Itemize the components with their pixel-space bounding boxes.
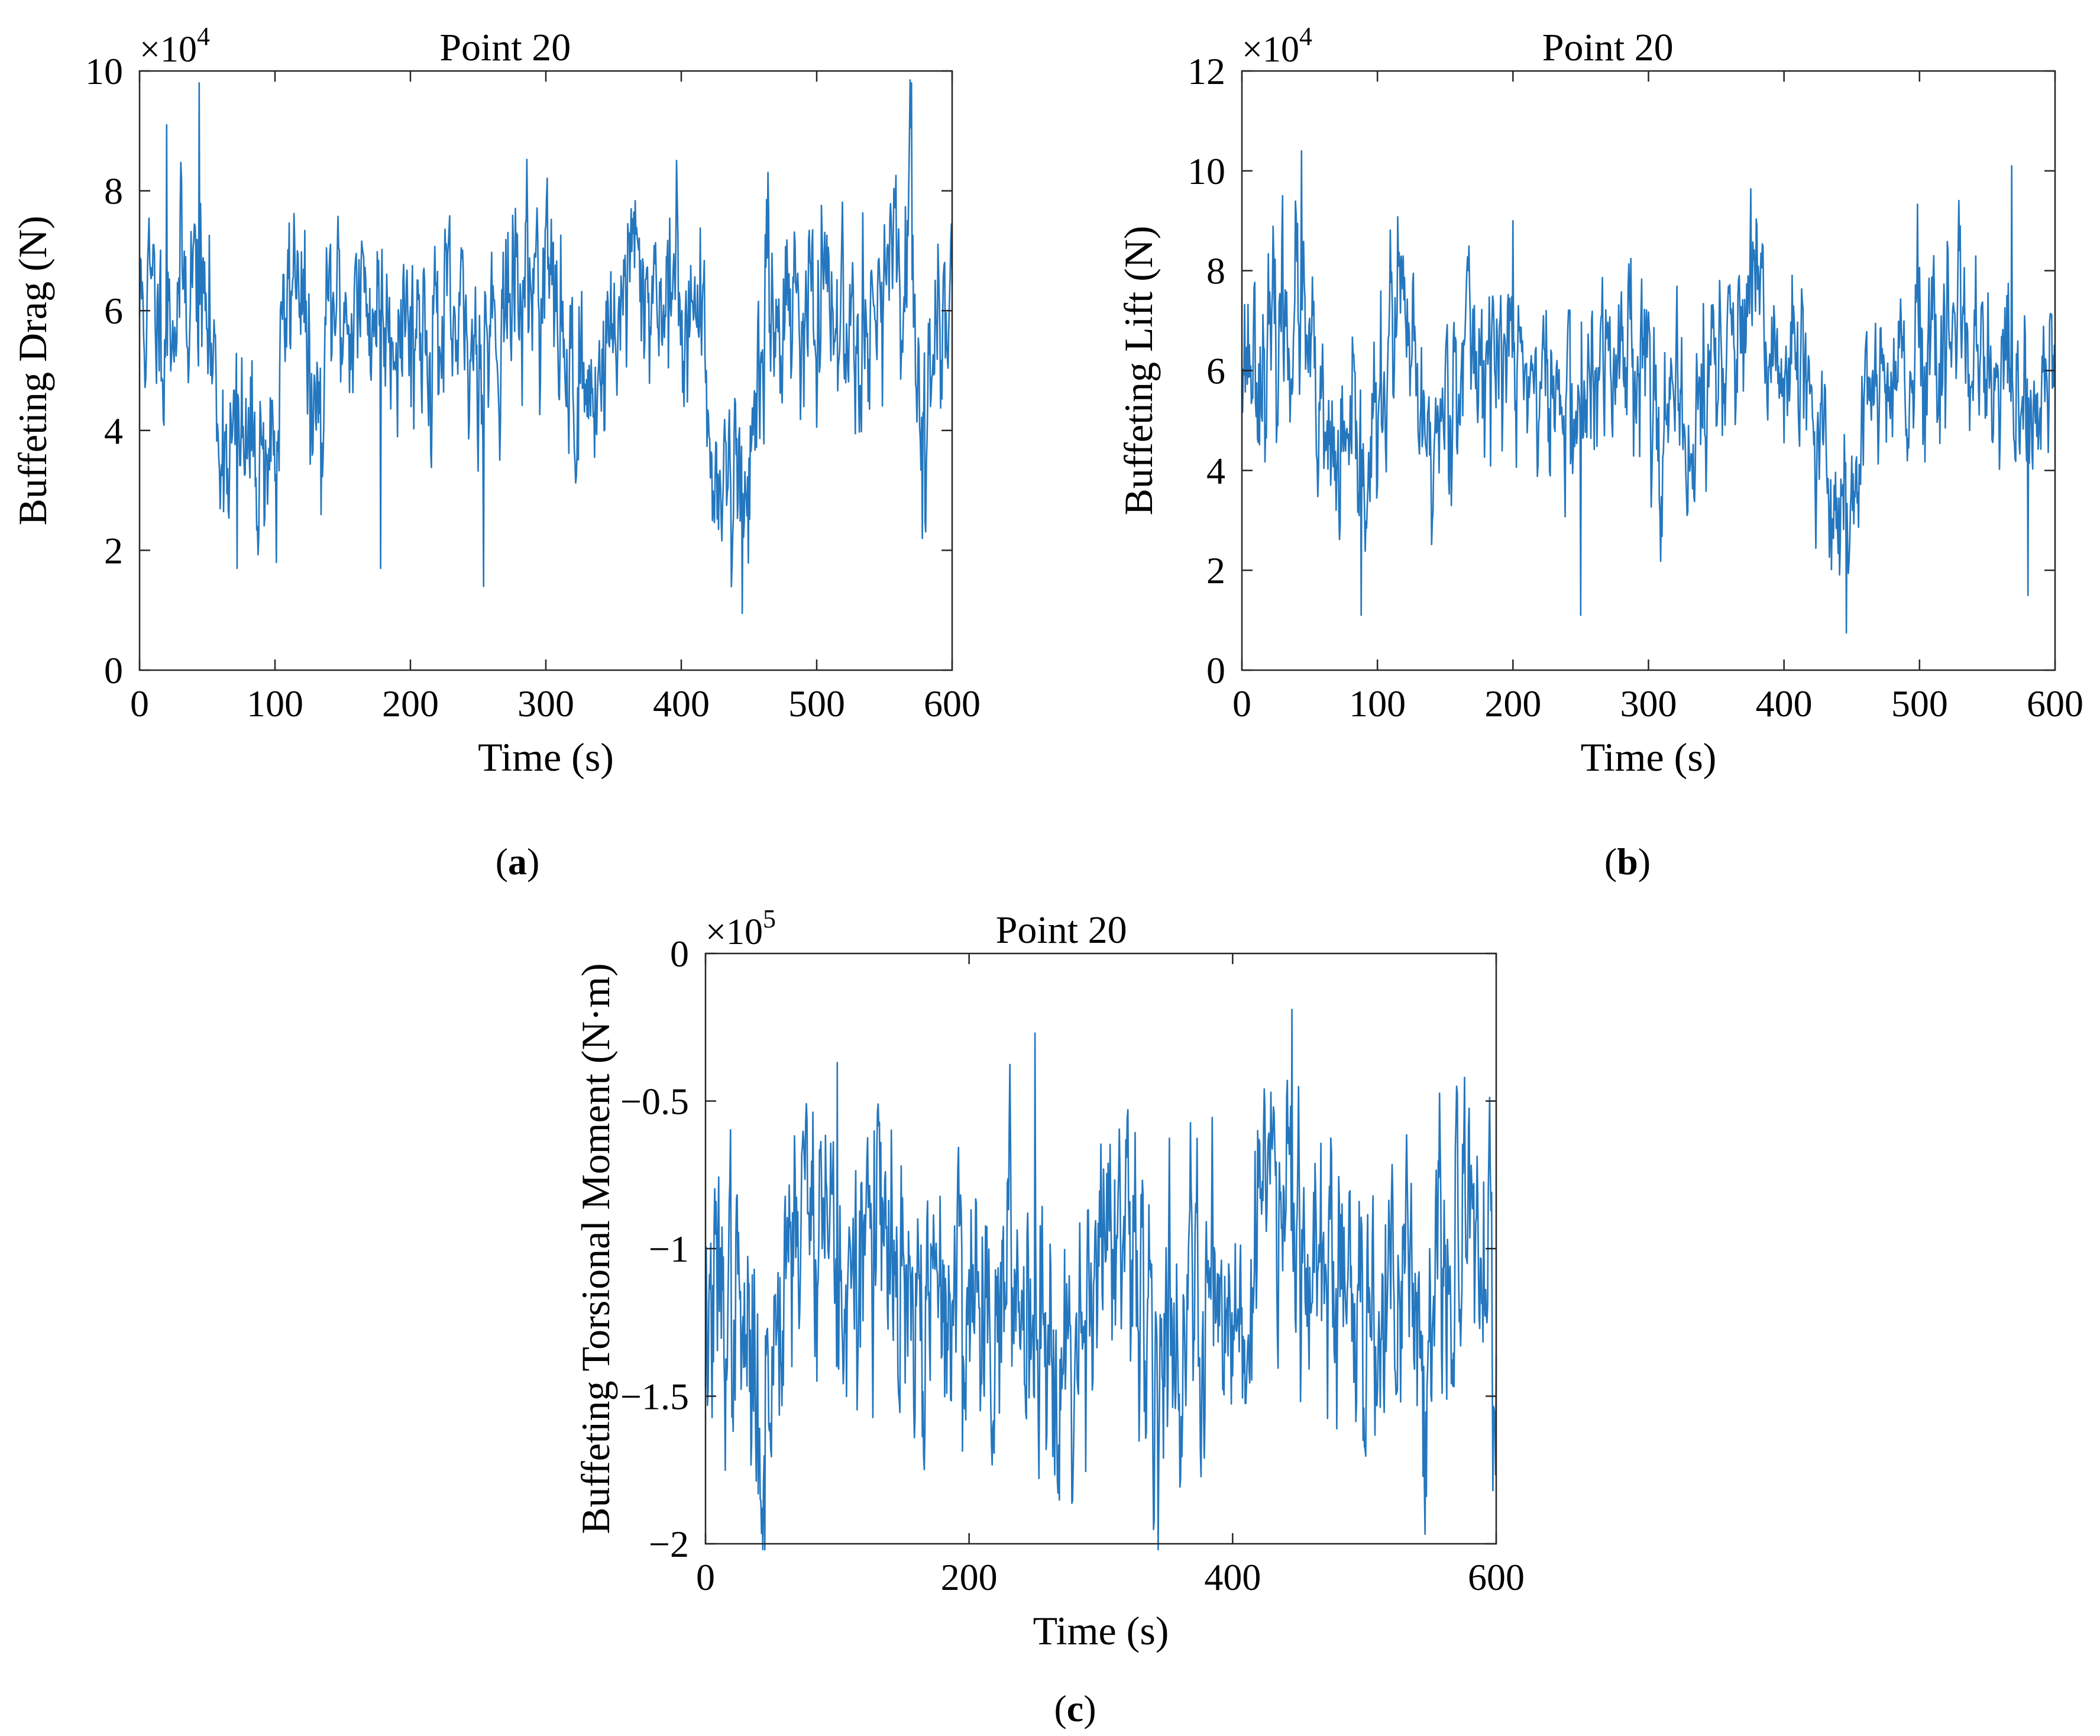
panel-label-c: (c) — [1054, 1687, 1096, 1729]
axis-exponent: ×104 — [1242, 22, 1312, 70]
y-tick-label: 4 — [104, 410, 123, 452]
x-tick-label: 600 — [924, 683, 981, 725]
x-tick-label: 300 — [1620, 683, 1677, 725]
x-tick-label: 600 — [2027, 683, 2083, 725]
x-tick-label: 500 — [788, 683, 845, 725]
y-tick-label: 10 — [1187, 150, 1225, 192]
x-tick-label: 600 — [1468, 1556, 1525, 1598]
chart-title: Point 20 — [439, 26, 571, 69]
x-axis-label: Time (s) — [1581, 735, 1717, 780]
panel-label-b: (b) — [1604, 840, 1651, 882]
chart-buffeting-drag: 0 100 200 300 400 500 600 0 2 4 6 8 10 Point 20 ×104 Ti… — [10, 22, 981, 780]
x-tick-label: 400 — [1204, 1556, 1261, 1598]
x-tick-label: 0 — [1232, 683, 1251, 725]
x-tick-label: 400 — [653, 683, 710, 725]
x-tick-label: 300 — [517, 683, 574, 725]
y-tick-label: 10 — [85, 50, 123, 92]
axis-exponent: ×104 — [140, 22, 210, 70]
axis-exponent: ×105 — [706, 904, 776, 952]
y-tick-label: −0.5 — [620, 1081, 689, 1123]
y-tick-label: −2 — [649, 1523, 689, 1565]
y-tick-label: 4 — [1206, 450, 1225, 492]
x-tick-label: 0 — [130, 683, 149, 725]
x-tick-label: 200 — [941, 1556, 998, 1598]
y-tick-label: 8 — [1206, 250, 1225, 292]
series-line-2 — [704, 1008, 1497, 1551]
series-line-0 — [138, 79, 953, 615]
y-tick-label: 2 — [1206, 549, 1225, 591]
y-tick-label: 2 — [104, 529, 123, 571]
y-tick-label: 6 — [1206, 350, 1225, 392]
x-tick-label: 400 — [1756, 683, 1813, 725]
x-tick-label: 0 — [696, 1556, 715, 1598]
x-tick-label: 100 — [1349, 683, 1406, 725]
x-tick-label: 500 — [1891, 683, 1948, 725]
chart-buffeting-lift: 0 100 200 300 400 500 600 0 2 4 6 8 10 12 Point 20 ×104… — [1116, 22, 2083, 780]
y-axis-label: Buffeting Lift (N) — [1116, 226, 1161, 516]
y-axis-label: Buffeting Torsional Moment (N·m) — [573, 963, 618, 1534]
y-tick-label: 12 — [1187, 50, 1225, 92]
y-axis-label: Buffeting Drag (N) — [10, 216, 55, 526]
x-axis-label: Time (s) — [1033, 1608, 1169, 1653]
y-tick-label: −1.5 — [620, 1376, 689, 1418]
chart-title: Point 20 — [996, 909, 1127, 952]
y-tick-label: 0 — [104, 649, 123, 691]
y-tick-label: −1 — [649, 1228, 689, 1270]
y-tick-label: 0 — [670, 933, 689, 975]
x-tick-label: 200 — [1484, 683, 1541, 725]
chart-title: Point 20 — [1542, 26, 1674, 69]
series-line-1 — [1241, 150, 2056, 633]
x-axis-label: Time (s) — [478, 735, 614, 780]
y-tick-label: 8 — [104, 170, 123, 212]
panel-label-a: (a) — [496, 840, 540, 882]
chart-buffeting-torsional-moment: 0 200 400 600 −2 −1.5 −1 −0.5 0 Point 20 ×105 Time … — [573, 904, 1525, 1653]
x-tick-label: 200 — [382, 683, 439, 725]
x-tick-label: 100 — [247, 683, 303, 725]
y-tick-label: 0 — [1206, 649, 1225, 691]
y-tick-label: 6 — [104, 290, 123, 332]
